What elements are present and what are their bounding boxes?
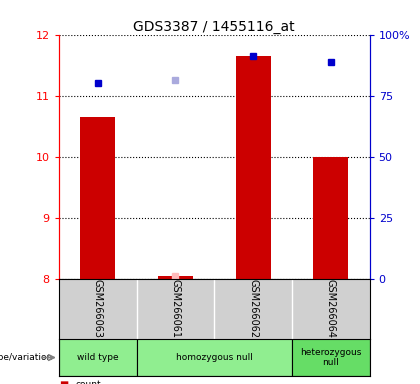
Text: GSM266063: GSM266063 — [93, 279, 102, 338]
Bar — [313, 157, 348, 279]
Text: GSM266061: GSM266061 — [171, 279, 180, 338]
Text: ■: ■ — [59, 380, 68, 384]
Bar — [80, 117, 115, 279]
Bar — [136, 339, 292, 376]
Bar — [158, 276, 193, 279]
Bar — [59, 339, 136, 376]
Title: GDS3387 / 1455116_at: GDS3387 / 1455116_at — [134, 20, 295, 33]
Text: heterozygous
null: heterozygous null — [300, 348, 362, 367]
Text: GSM266064: GSM266064 — [326, 279, 336, 338]
Text: wild type: wild type — [77, 353, 118, 362]
Text: homozygous null: homozygous null — [176, 353, 253, 362]
Text: count: count — [76, 380, 101, 384]
Text: genotype/variation: genotype/variation — [0, 353, 52, 362]
Bar — [236, 56, 270, 279]
Text: GSM266062: GSM266062 — [248, 279, 258, 338]
Bar — [292, 339, 370, 376]
